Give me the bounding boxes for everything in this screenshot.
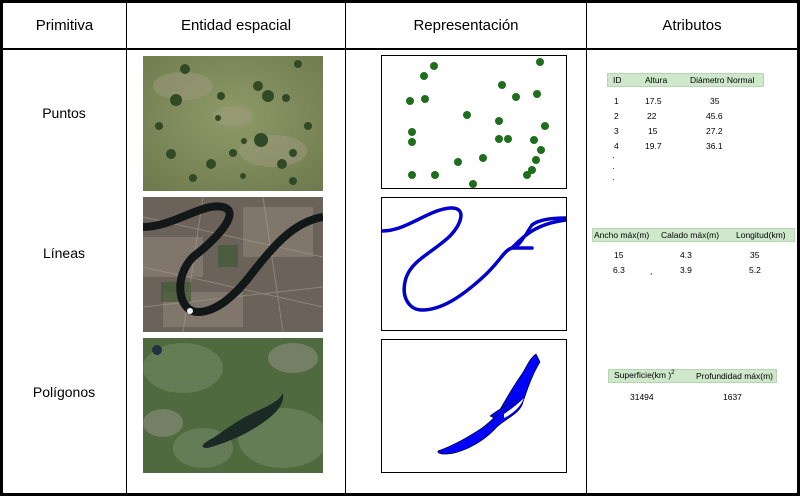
row-label-poligonos: Polígonos (32, 384, 96, 400)
column-divider (586, 0, 587, 496)
attr-cell: 15 (614, 250, 624, 260)
attr-col-header-text: Superficie(km ) (614, 370, 672, 380)
attr-col-header: Calado máx(m) (661, 230, 720, 240)
attr-cell: 15 (648, 126, 658, 136)
header-atributos: Atributos (662, 17, 722, 34)
row-label-lineas: Líneas (42, 245, 86, 261)
attr-cell: 35 (750, 250, 760, 260)
attr-cell: 1 (614, 96, 619, 106)
ellipsis-dot: · (612, 174, 615, 184)
attr-cell: 27.2 (706, 126, 723, 136)
polygon-representation (381, 339, 567, 473)
attr-col-header: Superficie(km )2 (614, 370, 675, 380)
attr-cell: 31494 (630, 392, 654, 402)
header-primitiva: Primitiva (35, 17, 94, 34)
attr-col-header: Altura (645, 75, 668, 85)
attr-cell: 4 (614, 141, 619, 151)
attr-cell: 36.1 (706, 141, 723, 151)
attr-cell: 3 (614, 126, 619, 136)
column-divider (126, 0, 127, 496)
attr-cell: 35 (710, 96, 720, 106)
points-representation (381, 55, 567, 189)
attr-cell: 3.9 (680, 265, 692, 275)
superscript-2: 2 (671, 370, 675, 377)
attr-header-bar (607, 73, 764, 87)
column-divider (345, 0, 346, 496)
attr-cell: 5.2 (749, 265, 761, 275)
attr-cell: 4.3 (680, 250, 692, 260)
attr-col-header: ID (613, 75, 622, 85)
attr-cell: 19.7 (645, 141, 662, 151)
attr-col-header: Diámetro Normal (690, 75, 755, 85)
row-label-puntos: Puntos (42, 105, 86, 121)
aerial-photo-trees (143, 56, 323, 191)
attr-cell: 2 (614, 111, 619, 121)
ellipsis-dot: · (612, 163, 615, 173)
aerial-photo-river (143, 197, 323, 332)
ellipsis-dot: · (612, 152, 615, 162)
header-entidad-espacial: Entidad espacial (180, 17, 292, 34)
attr-cell: 6.3 (613, 265, 625, 275)
attr-header-bar (592, 228, 795, 242)
attr-col-header: Profundidad máx(m) (696, 371, 774, 381)
attr-cell: 1637 (723, 392, 742, 402)
attr-cell: 45.6 (706, 111, 723, 121)
lines-representation (380, 197, 568, 331)
header-divider (0, 48, 800, 50)
stray-comma: , (650, 266, 653, 276)
aerial-photo-lake (143, 338, 323, 473)
attr-header-bar (608, 369, 777, 383)
attr-cell: 17.5 (645, 96, 662, 106)
attr-col-header: Ancho máx(m) (594, 230, 650, 240)
attr-cell: 22 (647, 111, 657, 121)
attr-col-header: Longitud(km) (736, 230, 786, 240)
header-representacion: Representación (413, 17, 519, 34)
